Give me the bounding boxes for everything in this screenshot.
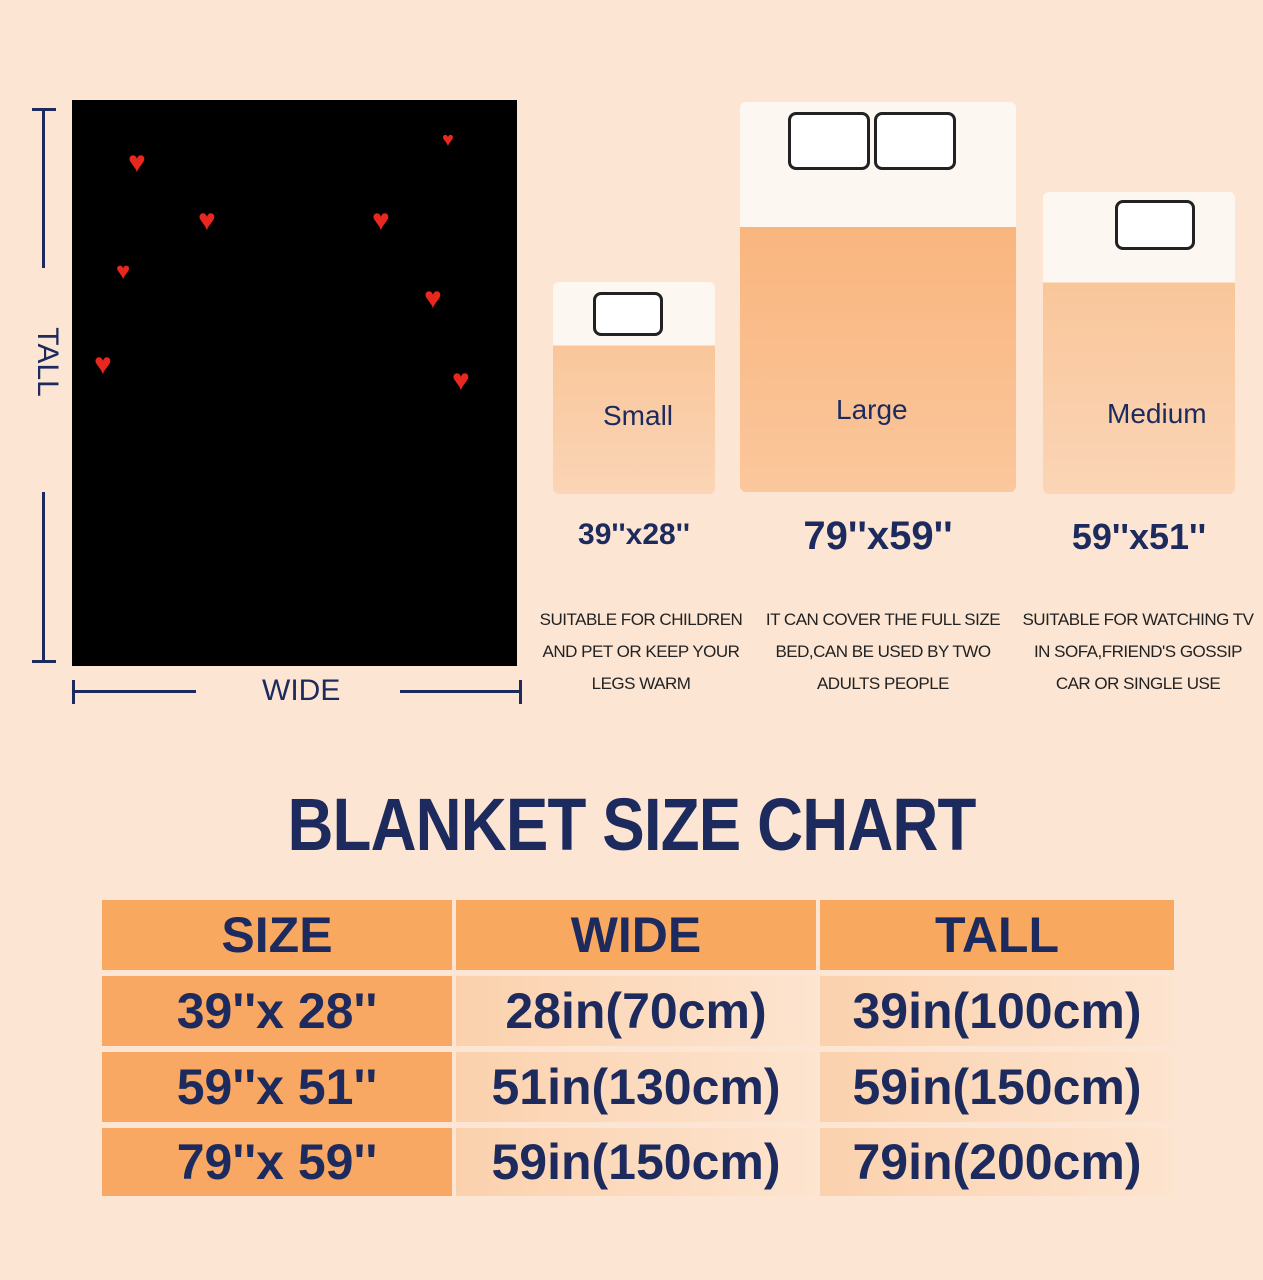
size-name: Medium bbox=[1107, 398, 1207, 429]
heart-icon: ♥ bbox=[452, 364, 470, 397]
size-table: SIZE WIDE TALL 39''x 28'' 28in(70cm) 39i… bbox=[102, 900, 1174, 1196]
desc-line: AND PET OR KEEP YOUR bbox=[542, 642, 740, 661]
header-wide: WIDE bbox=[456, 900, 816, 970]
wide-arrow-right bbox=[400, 690, 522, 693]
chart-title: BLANKET SIZE CHART bbox=[287, 783, 976, 866]
tall-label: TALL bbox=[31, 327, 64, 397]
desc-line: IT CAN COVER THE FULL SIZE bbox=[765, 610, 1001, 629]
heart-icon: ♥ bbox=[198, 204, 216, 237]
heart-icon: ♥ bbox=[372, 204, 390, 237]
desc-line: CAR OR SINGLE USE bbox=[1055, 674, 1221, 693]
tall-arrow-top bbox=[42, 108, 45, 268]
desc-line: IN SOFA,FRIEND'S GOSSIP bbox=[1033, 642, 1243, 661]
cell-tall: 39in(100cm) bbox=[820, 976, 1174, 1046]
tall-arrow-cap bbox=[32, 108, 56, 111]
size-dim-large: 79''x59'' bbox=[803, 514, 953, 558]
size-name: Small bbox=[603, 400, 674, 431]
pillow-icon bbox=[593, 292, 663, 336]
size-name: Large bbox=[836, 394, 908, 425]
desc-line: SUITABLE FOR CHILDREN bbox=[539, 610, 743, 629]
heart-icon: ♥ bbox=[94, 348, 112, 381]
size-card-small: Small bbox=[553, 282, 715, 494]
cell-size: 79''x 59'' bbox=[102, 1128, 452, 1196]
pillow-icon bbox=[1115, 200, 1195, 250]
cell-tall: 79in(200cm) bbox=[820, 1128, 1174, 1196]
wide-label: WIDE bbox=[262, 674, 341, 707]
pillow-icon bbox=[874, 112, 956, 170]
heart-icon: ♥ bbox=[116, 258, 131, 285]
wide-arrow-left bbox=[72, 690, 196, 693]
cell-size: 59''x 51'' bbox=[102, 1052, 452, 1122]
size-desc-small: SUITABLE FOR CHILDREN AND PET OR KEEP YO… bbox=[532, 604, 750, 700]
size-desc-medium: SUITABLE FOR WATCHING TV IN SOFA,FRIEND'… bbox=[1018, 604, 1258, 700]
cell-tall: 59in(150cm) bbox=[820, 1052, 1174, 1122]
blanket-preview: ♥ ♥ ♥ ♥ ♥ ♥ ♥ ♥ bbox=[72, 100, 517, 666]
size-card-medium: Medium bbox=[1043, 192, 1235, 494]
header-tall: TALL bbox=[820, 900, 1174, 970]
tall-arrow-bottom bbox=[42, 492, 45, 662]
cell-size: 39''x 28'' bbox=[102, 976, 452, 1046]
desc-line: BED,CAN BE USED BY TWO bbox=[775, 642, 991, 661]
heart-icon: ♥ bbox=[442, 129, 454, 151]
cell-wide: 59in(150cm) bbox=[456, 1128, 816, 1196]
wide-arrow-cap bbox=[519, 680, 522, 704]
size-dim-small: 39''x28'' bbox=[578, 518, 690, 551]
heart-icon: ♥ bbox=[128, 146, 146, 179]
tall-arrow-cap bbox=[32, 660, 56, 663]
heart-icon: ♥ bbox=[424, 282, 442, 315]
pillow-icon bbox=[788, 112, 870, 170]
desc-line: LEGS WARM bbox=[591, 674, 691, 693]
cell-wide: 51in(130cm) bbox=[456, 1052, 816, 1122]
size-desc-large: IT CAN COVER THE FULL SIZE BED,CAN BE US… bbox=[752, 604, 1014, 700]
desc-line: SUITABLE FOR WATCHING TV bbox=[1022, 610, 1254, 629]
size-card-large: Large bbox=[740, 102, 1016, 492]
cell-wide: 28in(70cm) bbox=[456, 976, 816, 1046]
desc-line: ADULTS PEOPLE bbox=[816, 674, 950, 693]
wide-arrow-cap bbox=[72, 680, 75, 704]
header-size: SIZE bbox=[102, 900, 452, 970]
size-dim-medium: 59''x51'' bbox=[1071, 516, 1207, 557]
